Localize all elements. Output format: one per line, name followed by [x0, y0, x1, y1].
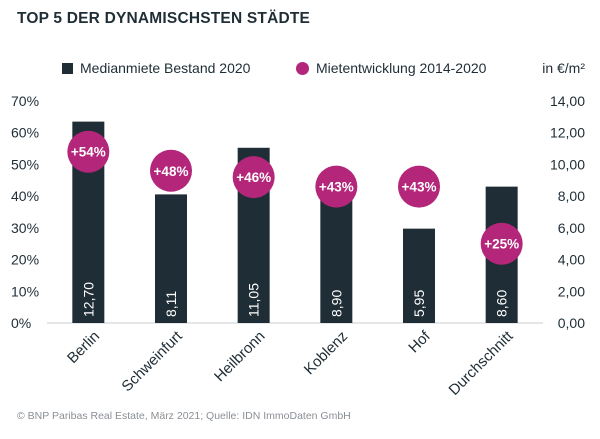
left-axis-tick: 50% — [11, 156, 39, 172]
right-axis-tick: 12,00 — [550, 125, 585, 141]
legend-dot-swatch — [296, 61, 309, 75]
legend-bar-label: Medianmiete Bestand 2020 — [80, 60, 251, 76]
legend-item-bar: Medianmiete Bestand 2020 — [62, 60, 250, 76]
right-axis-tick: 14,00 — [550, 93, 585, 109]
growth-dot — [480, 222, 523, 265]
legend-item-dot: Mietentwicklung 2014-2020 — [296, 60, 486, 76]
bar-value-label: 8,60 — [494, 290, 510, 317]
category-label: Hof — [405, 327, 434, 356]
left-axis-tick: 40% — [11, 188, 39, 204]
growth-dot-label: +43% — [319, 180, 354, 195]
bar-value-label: 11,05 — [246, 283, 262, 317]
growth-dot-label: +25% — [484, 237, 519, 252]
left-axis-tick: 20% — [11, 252, 39, 268]
left-axis-tick: 30% — [11, 220, 39, 236]
legend-dot-label: Mietentwicklung 2014-2020 — [316, 60, 487, 76]
growth-dot-label: +46% — [236, 170, 271, 185]
source-footer: © BNP Paribas Real Estate, März 2021; Qu… — [17, 410, 351, 422]
bar-schweinfurt — [155, 194, 187, 323]
growth-dot — [398, 165, 440, 208]
right-axis-unit: in €/m² — [542, 60, 585, 76]
right-axis-tick: 0,00 — [558, 315, 585, 331]
right-axis-tick: 4,00 — [558, 252, 585, 268]
category-label: Heilbronn — [211, 328, 268, 385]
category-label: Durchschnitt — [446, 327, 518, 399]
growth-dot-label: +48% — [154, 164, 189, 179]
growth-dot-label: +43% — [402, 180, 437, 195]
right-axis-tick: 2,00 — [558, 283, 585, 299]
right-axis-tick: 10,00 — [550, 156, 585, 172]
bar-value-label: 12,70 — [80, 282, 96, 317]
legend-bar-swatch — [62, 62, 73, 74]
left-axis-tick: 0% — [11, 315, 31, 331]
bar-value-label: 8,90 — [328, 290, 344, 317]
right-axis-tick: 6,00 — [558, 220, 585, 236]
bar-value-label: 8,11 — [163, 291, 179, 317]
bar-value-label: 5,95 — [411, 290, 427, 317]
category-label: Schweinfurt — [118, 327, 186, 395]
growth-dot — [67, 130, 110, 173]
left-axis-tick: 70% — [11, 93, 39, 109]
category-label: Koblenz — [301, 328, 351, 378]
category-label: Berlin — [64, 328, 103, 367]
bar-hof — [403, 228, 435, 323]
right-axis-tick: 8,00 — [558, 188, 585, 204]
growth-dot — [232, 156, 275, 199]
growth-dot — [315, 165, 358, 208]
growth-dot — [150, 149, 192, 192]
left-axis-tick: 10% — [11, 283, 39, 299]
left-axis-tick: 60% — [11, 125, 39, 141]
chart-title: TOP 5 DER DYNAMISCHSTEN STÄDTE — [17, 10, 311, 27]
growth-dot-label: +54% — [71, 145, 106, 160]
